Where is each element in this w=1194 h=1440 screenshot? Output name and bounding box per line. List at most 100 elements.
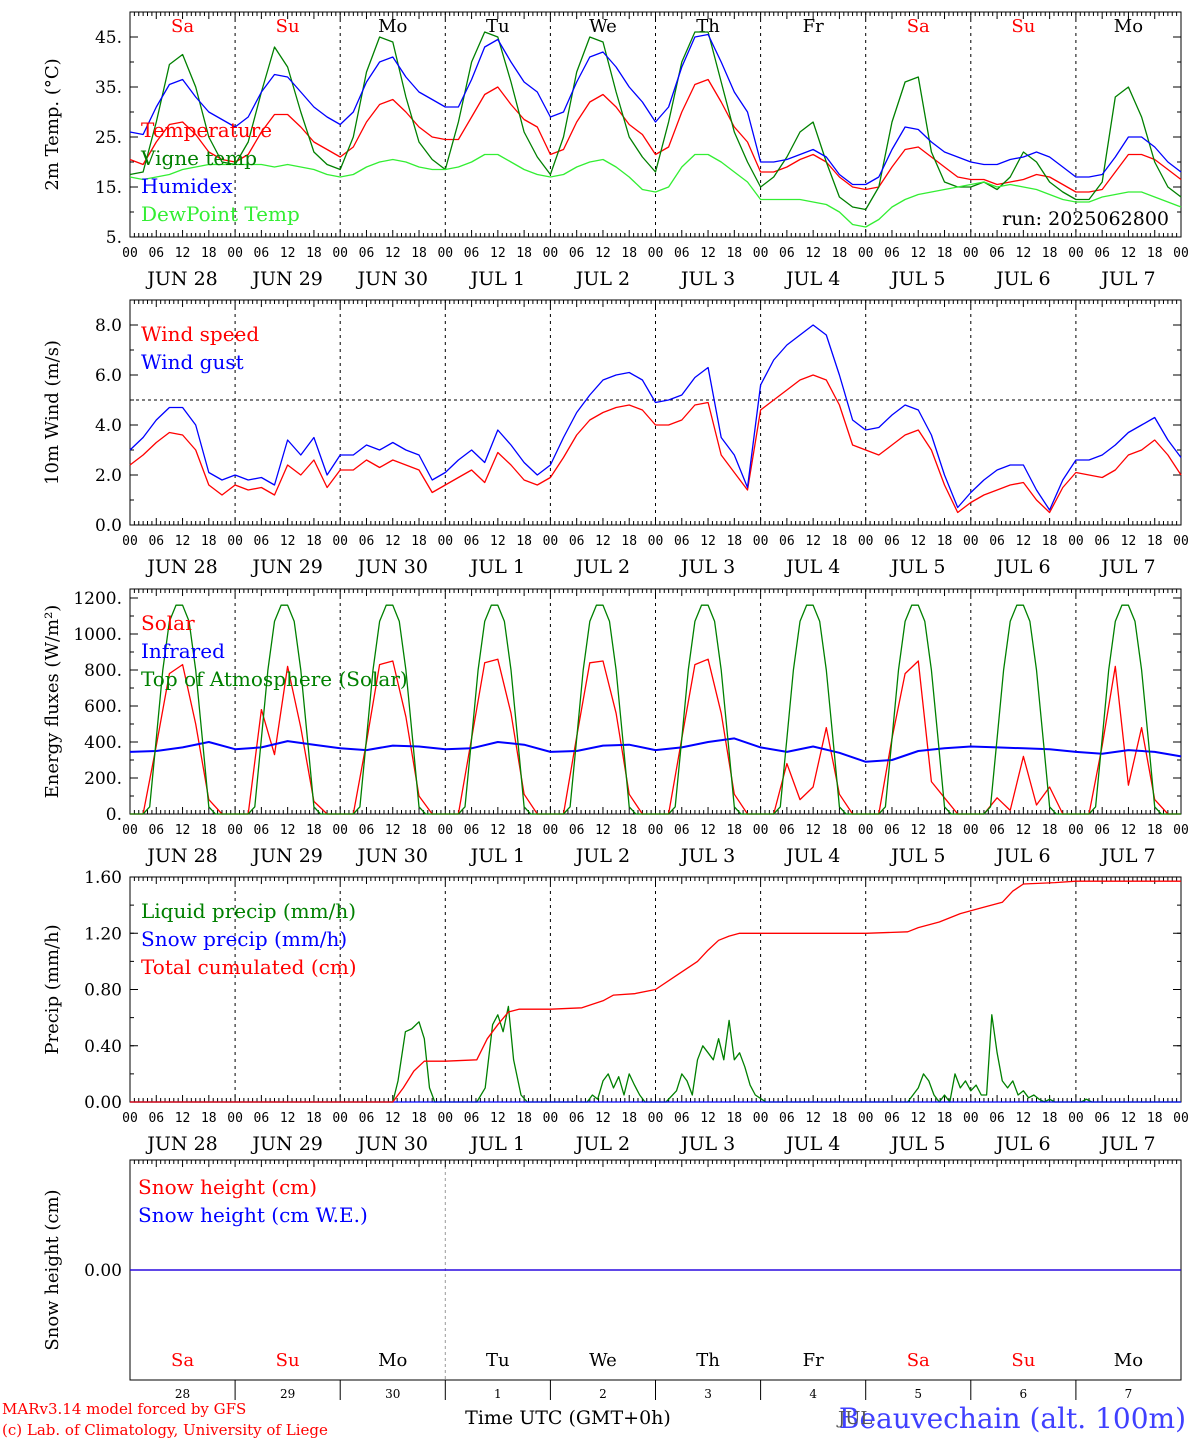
weekday-label: Su [276,16,300,37]
hour-tick-label: 12 [910,1111,926,1126]
hour-tick-label: 06 [569,823,585,838]
weekday-label: Mo [1114,16,1143,37]
hour-tick-label: 12 [1121,1111,1137,1126]
y-tick-label: 6.0 [95,366,122,386]
hour-tick-label: 00 [648,823,664,838]
hour-tick-label: 00 [1173,246,1189,261]
hour-tick-label: 18 [1147,246,1163,261]
x-axis-title: Time UTC (GMT+0h) [465,1407,671,1429]
hour-tick-label: 12 [1121,823,1137,838]
hour-tick-label: 18 [1147,823,1163,838]
hour-tick-label: 06 [148,246,164,261]
hour-tick-label: 18 [832,1111,848,1126]
y-tick-label: 4.0 [95,416,122,436]
y-tick-label: 0.40 [84,1037,122,1057]
hour-tick-label: 18 [621,246,637,261]
weekday-label: Mo [378,16,407,37]
hour-tick-label: 00 [858,246,874,261]
date-label: JUL 4 [784,268,840,290]
date-label: JUN 30 [356,556,428,578]
date-label: JUL 2 [574,845,630,867]
hour-tick-label: 18 [411,823,427,838]
hour-tick-label: 12 [700,823,716,838]
series-line-top-of-atmosphere-solar [130,604,1181,815]
hour-tick-label: 06 [464,823,480,838]
series-line-liquid-precip-mm-h [130,1005,1181,1103]
date-label: JUL 1 [469,845,525,867]
date-label: JUL 3 [679,268,735,290]
date-label: JUL 5 [889,1133,945,1155]
hour-tick-label: 18 [1147,534,1163,549]
hour-tick-label: 12 [385,246,401,261]
legend-entry: Infrared [141,639,225,663]
hour-tick-label: 00 [227,1111,243,1126]
legend-entry: Top of Atmosphere (Solar) [141,667,408,691]
hour-tick-label: 06 [569,246,585,261]
hour-tick-label: 00 [437,246,453,261]
hour-tick-label: 00 [122,534,138,549]
hour-tick-label: 06 [884,246,900,261]
hour-tick-label: 06 [569,534,585,549]
hour-tick-label: 12 [1016,823,1032,838]
hour-tick-label: 18 [516,823,532,838]
hour-tick-label: 18 [1042,534,1058,549]
hour-tick-label: 18 [937,246,953,261]
hour-tick-label: 12 [1016,1111,1032,1126]
day-number-label: 5 [914,1387,922,1401]
weekday-label: We [589,16,617,37]
hour-tick-label: 12 [910,246,926,261]
legend-entry: Snow precip (mm/h) [141,927,347,951]
hour-tick-label: 00 [543,823,559,838]
hour-tick-label: 00 [858,823,874,838]
panel-precip: 0.00 0.40 0.80 1.20 1.60 Precip (mm/h) 00 06 12 1… [42,868,1189,1155]
hour-tick-label: 12 [175,823,191,838]
date-label: JUL 1 [469,556,525,578]
date-label: JUN 28 [145,556,217,578]
hour-tick-label: 06 [148,1111,164,1126]
hour-tick-label: 12 [805,246,821,261]
hour-tick-label: 00 [543,1111,559,1126]
hour-tick-label: 06 [359,823,375,838]
model-credit: MARv3.14 model forced by GFS [2,1400,246,1418]
panel-wind: 0.0 2.0 4.0 6.0 8.0 10m Wind (m/s) 00 06 12 18 JUN… [42,299,1189,578]
weekday-label: Su [276,1350,300,1371]
day-number-label: 29 [280,1387,295,1401]
station-label: Beauvechain (alt. 100m) [839,1402,1186,1435]
hour-tick-label: 18 [832,823,848,838]
hour-tick-label: 06 [1094,823,1110,838]
hour-tick-label: 06 [254,246,270,261]
hour-tick-label: 06 [359,246,375,261]
hour-tick-label: 06 [779,1111,795,1126]
copyright-credit: (c) Lab. of Climatology, University of L… [2,1421,328,1439]
hour-tick-label: 18 [201,534,217,549]
date-label: JUL 7 [1099,845,1155,867]
date-label: JUN 28 [145,268,217,290]
hour-tick-label: 18 [937,823,953,838]
hour-tick-label: 00 [1068,246,1084,261]
day-number-label: 6 [1020,1387,1028,1401]
y-tick-label: 45. [95,28,122,48]
hour-tick-label: 12 [805,1111,821,1126]
panel-energy: 0. 200. 400. 600. 800. 1000. 1200. Energy fluxe… [42,588,1189,867]
hour-tick-label: 00 [858,534,874,549]
date-label: JUL 6 [994,268,1050,290]
legend-entry: Snow height (cm) [138,1175,317,1199]
hour-tick-label: 06 [254,823,270,838]
y-tick-label: 600. [84,697,122,717]
date-label: JUL 3 [679,1133,735,1155]
hour-tick-label: 12 [910,534,926,549]
hour-tick-label: 00 [227,246,243,261]
y-tick-label: 400. [84,733,122,753]
hour-tick-label: 18 [306,246,322,261]
hour-tick-label: 18 [516,1111,532,1126]
y-axis-label: 2m Temp. (°C) [42,58,63,190]
y-tick-label: 800. [84,661,122,681]
date-label: JUL 4 [784,1133,840,1155]
date-label: JUL 7 [1099,556,1155,578]
hour-tick-label: 18 [937,534,953,549]
day-number-label: 30 [385,1387,400,1401]
hour-tick-label: 06 [989,246,1005,261]
hour-tick-label: 12 [280,534,296,549]
hour-tick-label: 12 [385,1111,401,1126]
hour-tick-label: 12 [595,1111,611,1126]
